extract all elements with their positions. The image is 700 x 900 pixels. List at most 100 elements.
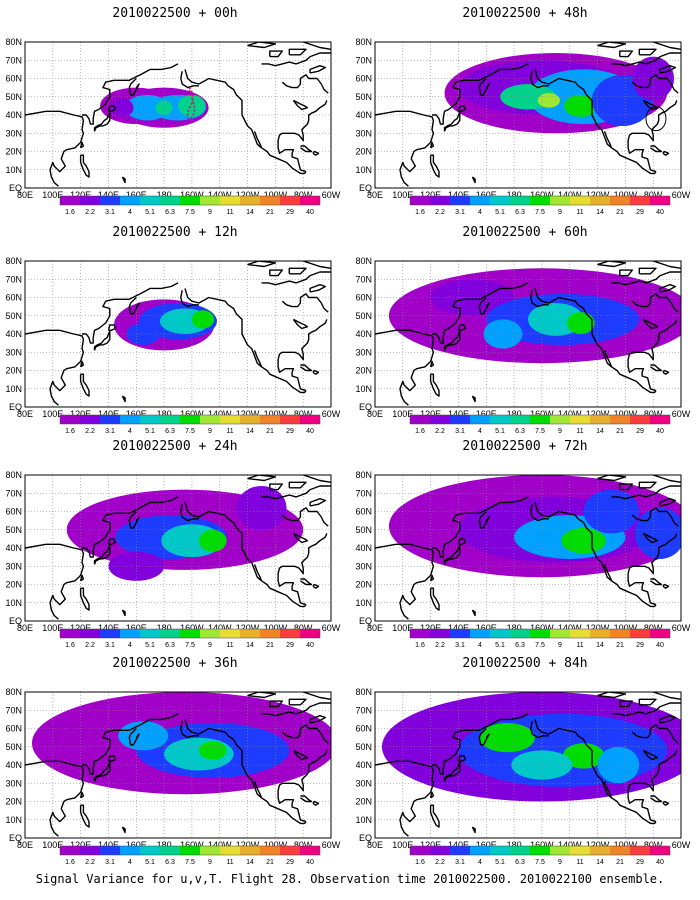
latitude-label: 60N — [5, 507, 22, 517]
longitude-label: 100W — [614, 190, 638, 200]
colorbar-label: 6.3 — [515, 642, 525, 648]
colorbar-swatch — [300, 196, 320, 205]
figure-caption: Signal Variance for u,v,T. Flight 28. Ob… — [35, 872, 665, 886]
longitude-label: 80E — [17, 409, 33, 419]
colorbar-label: 7.5 — [535, 859, 545, 865]
longitude-label: 80W — [294, 409, 313, 419]
coastline — [247, 42, 277, 49]
colorbar-label: 5.1 — [495, 428, 505, 434]
coastline — [121, 826, 126, 834]
colorbar-label: 4 — [478, 642, 482, 648]
colorbar-swatch — [140, 629, 160, 638]
colorbar-swatch — [590, 196, 610, 205]
longitude-label: 140W — [558, 190, 582, 200]
longitude-label: 80E — [17, 623, 33, 633]
colorbar-label: 11 — [576, 859, 583, 865]
longitude-label: 180 — [157, 190, 172, 200]
coastline — [375, 543, 435, 620]
colorbar-label: 2.2 — [85, 428, 95, 434]
colorbar-label: 11 — [576, 642, 583, 648]
coastline — [642, 99, 659, 111]
coastline — [25, 543, 85, 620]
colorbar-swatch — [200, 846, 220, 855]
latitude-label: 60N — [355, 507, 372, 517]
coastline — [184, 69, 307, 175]
latitude-label: 70N — [355, 274, 372, 284]
coastline — [312, 583, 320, 589]
coastline — [597, 475, 627, 482]
coastline — [659, 64, 677, 74]
coastline — [180, 504, 199, 522]
colorbar-label: 40 — [656, 859, 664, 865]
longitude-label: 80E — [367, 190, 383, 200]
colorbar-swatch — [60, 415, 80, 424]
coastline — [247, 261, 277, 268]
longitude-label: 120E — [70, 623, 91, 633]
colorbar-label: 21 — [266, 859, 274, 865]
grid-lines — [375, 42, 681, 188]
colorbar-swatch — [100, 629, 120, 638]
colorbar-swatch — [180, 415, 200, 424]
map-frame — [24, 260, 332, 408]
colorbar-label: 7.5 — [185, 428, 195, 434]
longitude-label: 140W — [208, 409, 232, 419]
latitude-label: 40N — [355, 543, 372, 553]
coastline — [627, 750, 678, 823]
coastline — [93, 330, 111, 351]
coastline — [642, 749, 659, 761]
longitude-label: 80E — [17, 190, 33, 200]
colorbar-label: 21 — [616, 428, 624, 434]
colorbar-frame — [59, 414, 321, 425]
coastline — [288, 267, 307, 275]
latitude-label: 80N — [355, 687, 372, 697]
coastline — [597, 261, 627, 268]
latitude-label: 50N — [355, 742, 372, 752]
colorbar-swatch — [140, 196, 160, 205]
coastline — [261, 271, 331, 286]
coastline — [79, 154, 90, 178]
coastline — [471, 609, 476, 617]
latitude-label: 20N — [5, 366, 22, 376]
coastline — [93, 544, 111, 565]
colorbar-swatch — [80, 196, 100, 205]
longitude-label: 180 — [507, 409, 522, 419]
panel-12h: 80N 70N 60N 50N 40N 30N 20N 10N EQ 80E 100E 120E 140… — [5, 219, 345, 434]
colorbar-swatch — [410, 415, 430, 424]
colorbar-label: 14 — [596, 642, 604, 648]
colorbar-swatch — [260, 196, 280, 205]
colorbar-label: 1.6 — [415, 859, 425, 865]
colorbar-label: 9 — [558, 428, 562, 434]
coastline — [312, 800, 320, 806]
colorbar-swatch — [570, 629, 590, 638]
colorbar-label: 11 — [226, 209, 233, 215]
longitude-label: 140E — [98, 623, 119, 633]
coastline — [300, 145, 313, 153]
colorbar-swatch — [60, 846, 80, 855]
colorbar-swatch — [220, 415, 240, 424]
colorbar-label: 7.5 — [535, 642, 545, 648]
colorbar-label: 4 — [128, 859, 132, 865]
colorbar-label: 3.1 — [105, 642, 115, 648]
map-frame — [24, 474, 332, 622]
colorbar-label: 7.5 — [185, 859, 195, 865]
coastline — [478, 78, 490, 96]
colorbar-frame — [409, 845, 671, 856]
longitude-label: 100E — [392, 190, 413, 200]
variance-region — [111, 98, 134, 117]
colorbar-label: 29 — [636, 642, 644, 648]
panel-48h: 80N 70N 60N 50N 40N 30N 20N 10N EQ 80E 100E 120E 140… — [355, 0, 695, 215]
coastline — [432, 713, 529, 775]
coastline — [253, 781, 263, 799]
longitude-label: 120W — [586, 409, 610, 419]
variance-region — [566, 312, 595, 334]
colorbar-swatch — [260, 846, 280, 855]
longitude-label: 160W — [530, 840, 554, 850]
coastline — [429, 360, 435, 368]
panel-36h: 80N 70N 60N 50N 40N 30N 20N 10N EQ 80E 100E 120E 140… — [5, 650, 345, 865]
latitude-label: 50N — [355, 525, 372, 535]
coastline — [300, 795, 313, 803]
coastline — [457, 324, 467, 332]
grid-lines — [375, 475, 681, 621]
colorbar-swatch — [140, 415, 160, 424]
